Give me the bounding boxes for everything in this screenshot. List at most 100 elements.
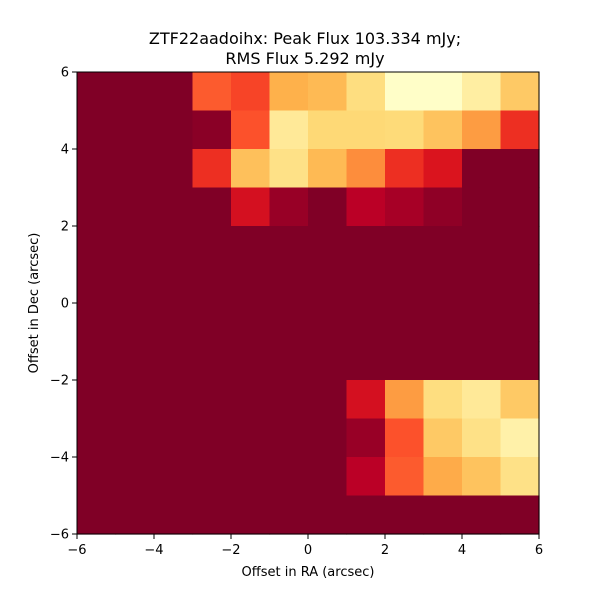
y-tick-label: 4 (61, 143, 69, 158)
heatmap-cell (308, 226, 348, 266)
chart-title-line-2: RMS Flux 5.292 mJy (225, 49, 384, 68)
heatmap-cell (500, 110, 540, 150)
heatmap-cell (115, 303, 155, 343)
heatmap-cell (269, 418, 309, 458)
heatmap-cell (500, 264, 540, 304)
heatmap-cell (154, 226, 194, 266)
heatmap-cell (308, 495, 348, 535)
heatmap-cell (115, 495, 155, 535)
heatmap-cell (423, 418, 463, 458)
heatmap-cell (462, 110, 502, 150)
heatmap-cell (77, 149, 117, 189)
heatmap-cell (231, 495, 271, 535)
heatmap-cell (423, 149, 463, 189)
heatmap-cell (423, 264, 463, 304)
heatmap-cell (385, 495, 425, 535)
x-tick-label: 6 (535, 543, 543, 558)
heatmap-cell (154, 457, 194, 497)
x-axis-ticks: −6 −4 −2 0 2 4 6 (67, 534, 543, 558)
heatmap-cell (423, 380, 463, 420)
heatmap-cell (500, 380, 540, 420)
heatmap-cell (115, 418, 155, 458)
heatmap-cell (192, 187, 232, 227)
heatmap-cell (346, 341, 386, 381)
heatmap-cell (192, 264, 232, 304)
heatmap-cell (154, 187, 194, 227)
heatmap-cell (77, 457, 117, 497)
heatmap-cell (231, 226, 271, 266)
heatmap-cell (269, 380, 309, 420)
heatmap-cell (154, 110, 194, 150)
heatmap-cell (346, 149, 386, 189)
heatmap-cell (462, 457, 502, 497)
heatmap-cell (77, 72, 117, 112)
heatmap-cell (77, 380, 117, 420)
heatmap-cell (308, 187, 348, 227)
heatmap-cell (500, 495, 540, 535)
heatmap-cell (154, 380, 194, 420)
heatmap-cell (385, 149, 425, 189)
y-tick-label: 2 (61, 220, 69, 235)
heatmap-cell (269, 110, 309, 150)
heatmap-cell (385, 341, 425, 381)
x-tick-label: −2 (221, 543, 240, 558)
heatmap-cell (115, 110, 155, 150)
heatmap-cells (77, 72, 540, 535)
heatmap-cell (462, 418, 502, 458)
heatmap-cell (385, 457, 425, 497)
heatmap-cell (269, 226, 309, 266)
heatmap-cell (192, 149, 232, 189)
heatmap-cell (154, 341, 194, 381)
heatmap-cell (500, 72, 540, 112)
heatmap-cell (423, 303, 463, 343)
heatmap-cell (308, 303, 348, 343)
heatmap-cell (346, 303, 386, 343)
heatmap-cell (154, 149, 194, 189)
heatmap-cell (192, 110, 232, 150)
heatmap-cell (385, 418, 425, 458)
heatmap-cell (115, 226, 155, 266)
heatmap-cell (115, 187, 155, 227)
heatmap-cell (308, 264, 348, 304)
heatmap-cell (308, 110, 348, 150)
y-tick-label: 0 (61, 297, 69, 312)
heatmap-cell (308, 72, 348, 112)
heatmap-cell (346, 110, 386, 150)
heatmap-cell (462, 341, 502, 381)
x-tick-label: 2 (381, 543, 389, 558)
heatmap-cell (231, 264, 271, 304)
heatmap-cell (154, 72, 194, 112)
heatmap-cell (231, 341, 271, 381)
heatmap-cell (269, 457, 309, 497)
heatmap-cell (308, 341, 348, 381)
heatmap-cell (192, 341, 232, 381)
x-tick-label: −6 (67, 543, 86, 558)
heatmap-cell (231, 418, 271, 458)
y-tick-label: 6 (61, 66, 69, 81)
heatmap-cell (423, 187, 463, 227)
y-tick-label: −4 (50, 451, 69, 466)
heatmap-cell (269, 341, 309, 381)
heatmap-cell (77, 110, 117, 150)
heatmap-cell (500, 341, 540, 381)
heatmap-cell (77, 226, 117, 266)
heatmap-cell (462, 226, 502, 266)
heatmap-cell (192, 72, 232, 112)
heatmap-cell (192, 380, 232, 420)
heatmap-cell (346, 457, 386, 497)
heatmap-cell (423, 341, 463, 381)
heatmap-cell (500, 187, 540, 227)
heatmap-cell (346, 72, 386, 112)
heatmap-cell (308, 149, 348, 189)
heatmap-cell (462, 380, 502, 420)
heatmap-cell (500, 418, 540, 458)
heatmap-cell (269, 72, 309, 112)
heatmap-cell (77, 303, 117, 343)
heatmap-cell (192, 226, 232, 266)
y-tick-label: −2 (50, 374, 69, 389)
heatmap-cell (231, 110, 271, 150)
heatmap-cell (77, 264, 117, 304)
heatmap-cell (192, 457, 232, 497)
heatmap-cell (346, 380, 386, 420)
